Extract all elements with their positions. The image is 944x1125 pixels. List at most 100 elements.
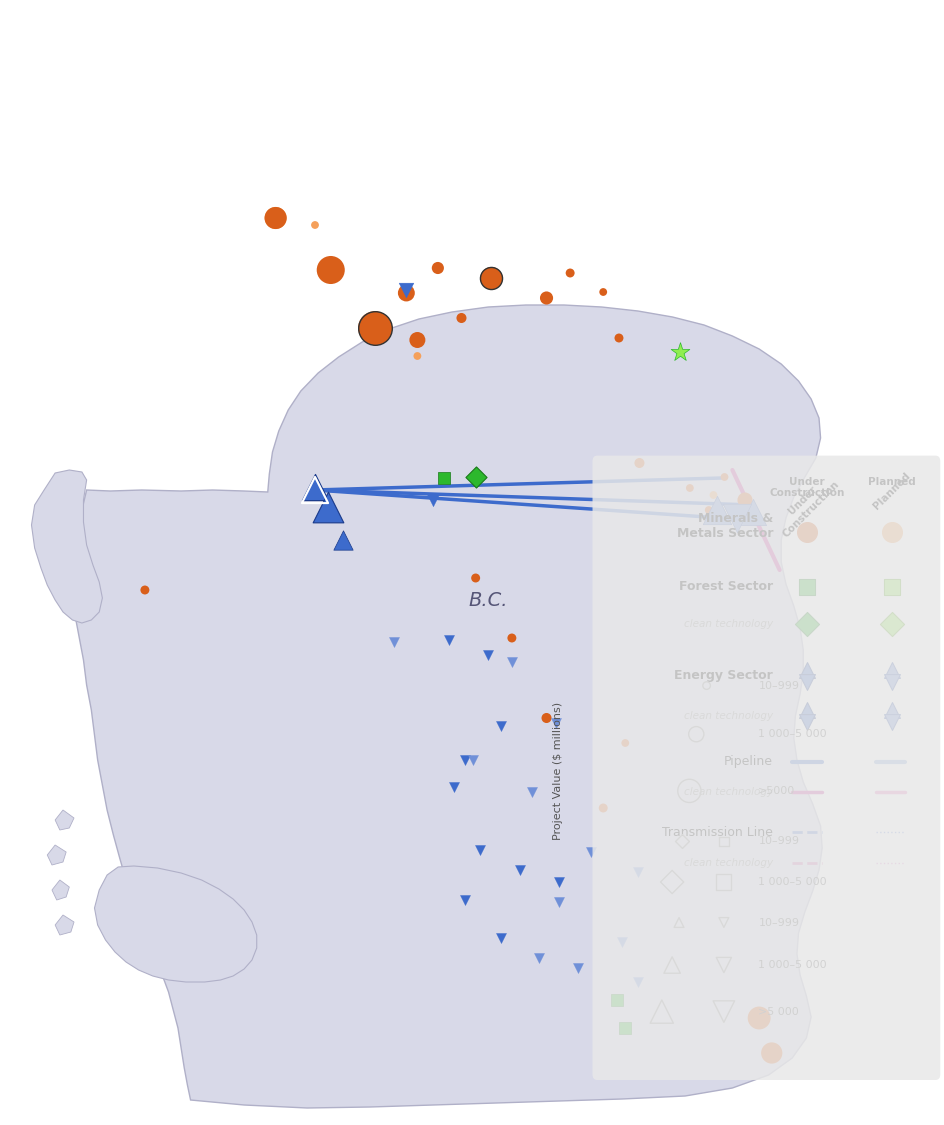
Text: clean technology: clean technology — [683, 619, 772, 629]
Point — [425, 490, 440, 508]
Polygon shape — [52, 880, 69, 900]
Point — [750, 1009, 766, 1027]
Point — [268, 209, 283, 227]
Point — [653, 1002, 668, 1020]
Polygon shape — [71, 305, 821, 1108]
Text: Under
Construction: Under Construction — [772, 470, 840, 539]
Point — [137, 580, 152, 598]
Text: 10–999: 10–999 — [757, 837, 799, 846]
Point — [729, 508, 744, 526]
Point — [630, 973, 645, 991]
Point — [611, 328, 626, 346]
Text: clean technology: clean technology — [683, 788, 772, 798]
Point — [664, 873, 679, 891]
Polygon shape — [55, 810, 74, 830]
Point — [671, 914, 686, 932]
Text: clean technology: clean technology — [683, 858, 772, 867]
Point — [323, 261, 338, 279]
Point — [609, 991, 624, 1009]
Point — [570, 958, 585, 976]
Polygon shape — [55, 915, 74, 935]
Point — [551, 893, 566, 911]
Point — [410, 331, 425, 349]
Point — [632, 455, 647, 472]
Point — [799, 701, 814, 719]
Point — [799, 713, 814, 731]
Text: B.C.: B.C. — [468, 591, 508, 610]
Point — [674, 832, 689, 850]
Point — [483, 269, 498, 287]
Point — [493, 717, 508, 735]
Text: Project Value ($ millions): Project Value ($ millions) — [553, 702, 563, 839]
Point — [367, 319, 382, 337]
Point — [682, 782, 697, 800]
Point — [764, 1044, 779, 1062]
Point — [441, 631, 456, 649]
Point — [688, 726, 703, 744]
Text: 10–999: 10–999 — [757, 681, 799, 691]
Point — [617, 734, 632, 752]
Point — [745, 503, 760, 521]
Point — [538, 289, 553, 307]
Point — [446, 778, 461, 796]
Point — [430, 259, 445, 277]
Text: Transmission Line: Transmission Line — [662, 826, 772, 839]
Point — [551, 873, 566, 891]
Text: Energy Sector: Energy Sector — [674, 669, 772, 683]
Point — [386, 633, 401, 651]
Point — [883, 660, 898, 678]
Point — [307, 482, 322, 500]
Point — [713, 506, 728, 524]
Point — [504, 629, 519, 647]
Point — [595, 284, 610, 302]
Text: Pipeline: Pipeline — [723, 755, 772, 768]
Text: Minerals &
Metals Sector: Minerals & Metals Sector — [676, 512, 772, 540]
Polygon shape — [47, 845, 66, 865]
Point — [716, 468, 732, 486]
Point — [672, 343, 687, 361]
Point — [716, 832, 731, 850]
Point — [410, 346, 425, 364]
Point — [524, 783, 539, 801]
Text: Forest Sector: Forest Sector — [679, 580, 772, 594]
Point — [398, 281, 413, 299]
Point — [436, 469, 451, 487]
Point — [799, 614, 814, 632]
Point — [467, 569, 482, 587]
Point — [716, 873, 731, 891]
Text: 10–999: 10–999 — [757, 918, 799, 927]
Point — [320, 498, 335, 516]
Text: >5000: >5000 — [757, 786, 795, 795]
Point — [716, 914, 731, 932]
Point — [493, 929, 508, 947]
Point — [883, 523, 898, 541]
Point — [716, 956, 731, 974]
Point — [453, 309, 468, 327]
Text: 1 000–5 000: 1 000–5 000 — [757, 729, 826, 739]
Text: clean technology: clean technology — [683, 711, 772, 721]
Point — [705, 486, 720, 504]
Point — [464, 752, 480, 770]
Point — [562, 264, 577, 282]
Polygon shape — [94, 866, 257, 982]
Point — [582, 843, 598, 861]
Point — [504, 652, 519, 670]
Point — [512, 861, 527, 879]
Point — [483, 269, 498, 287]
Point — [682, 479, 697, 497]
Point — [595, 799, 610, 817]
Point — [664, 956, 679, 974]
Point — [799, 578, 814, 596]
Point — [367, 319, 382, 337]
Text: Planned: Planned — [867, 477, 915, 487]
Point — [883, 673, 898, 691]
Text: >5 000: >5 000 — [757, 1007, 799, 1017]
Text: 1 000–5 000: 1 000–5 000 — [757, 960, 826, 970]
Point — [472, 842, 487, 860]
Point — [548, 714, 563, 732]
Point — [457, 752, 472, 770]
Point — [307, 478, 322, 496]
Point — [883, 578, 898, 596]
Point — [538, 709, 553, 727]
Point — [716, 1002, 731, 1020]
